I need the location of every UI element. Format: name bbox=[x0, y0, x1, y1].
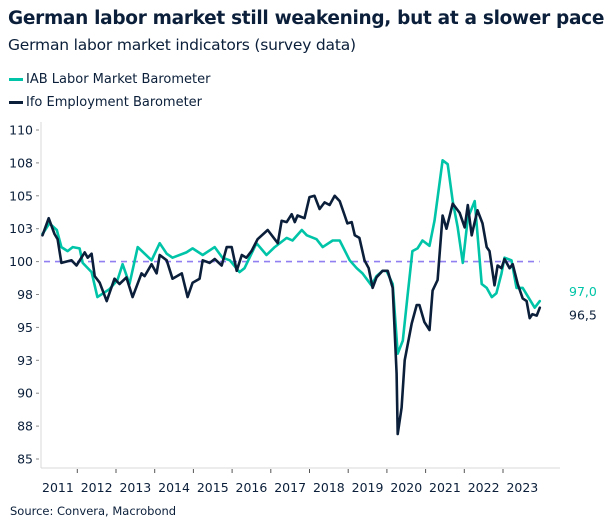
x-tick-label: 2022 bbox=[468, 480, 500, 495]
legend-item-ifo: Ifo Employment Barometer bbox=[9, 91, 211, 114]
x-tick-label: 2023 bbox=[506, 480, 538, 495]
x-tick-label: 2012 bbox=[81, 480, 113, 495]
legend-item-iab: IAB Labor Market Barometer bbox=[9, 68, 211, 91]
x-tick-label: 2015 bbox=[197, 480, 229, 495]
end-label-ifo: 96,5 bbox=[569, 308, 597, 323]
x-tick-label: 2021 bbox=[429, 480, 461, 495]
y-tick-label: 98 bbox=[17, 287, 33, 302]
legend-label-iab: IAB Labor Market Barometer bbox=[26, 72, 211, 87]
series-line-ifo bbox=[41, 194, 542, 436]
y-tick-label: 90 bbox=[17, 386, 33, 401]
x-tick-label: 2013 bbox=[119, 480, 151, 495]
end-label-iab: 97,0 bbox=[569, 284, 597, 299]
y-tick-label: 108 bbox=[9, 155, 33, 170]
y-tick-label: 95 bbox=[17, 320, 33, 335]
x-tick-label: 2019 bbox=[352, 480, 384, 495]
chart-subtitle: German labor market indicators (survey d… bbox=[8, 36, 356, 54]
x-tick-label: 2018 bbox=[313, 480, 345, 495]
y-tick-label: 85 bbox=[17, 452, 33, 467]
y-tick-label: 103 bbox=[9, 221, 33, 236]
x-tick-label: 2014 bbox=[158, 480, 190, 495]
y-tick-label: 93 bbox=[17, 353, 33, 368]
x-tick-label: 2020 bbox=[390, 480, 422, 495]
x-tick-label: 2011 bbox=[42, 480, 74, 495]
y-tick-label: 100 bbox=[9, 254, 33, 269]
x-tick-label: 2017 bbox=[274, 480, 306, 495]
y-tick-label: 110 bbox=[9, 123, 33, 138]
legend-label-ifo: Ifo Employment Barometer bbox=[26, 95, 203, 110]
series-line-iab bbox=[41, 159, 542, 356]
y-tick-label: 105 bbox=[9, 188, 33, 203]
x-tick-label: 2016 bbox=[236, 480, 268, 495]
legend-swatch-ifo bbox=[9, 100, 23, 105]
legend: IAB Labor Market Barometer Ifo Employmen… bbox=[9, 68, 211, 114]
source-note: Source: Convera, Macrobond bbox=[10, 504, 177, 518]
y-tick-label: 88 bbox=[17, 419, 33, 434]
legend-swatch-iab bbox=[9, 77, 23, 82]
chart-title: German labor market still weakening, but… bbox=[8, 8, 604, 29]
